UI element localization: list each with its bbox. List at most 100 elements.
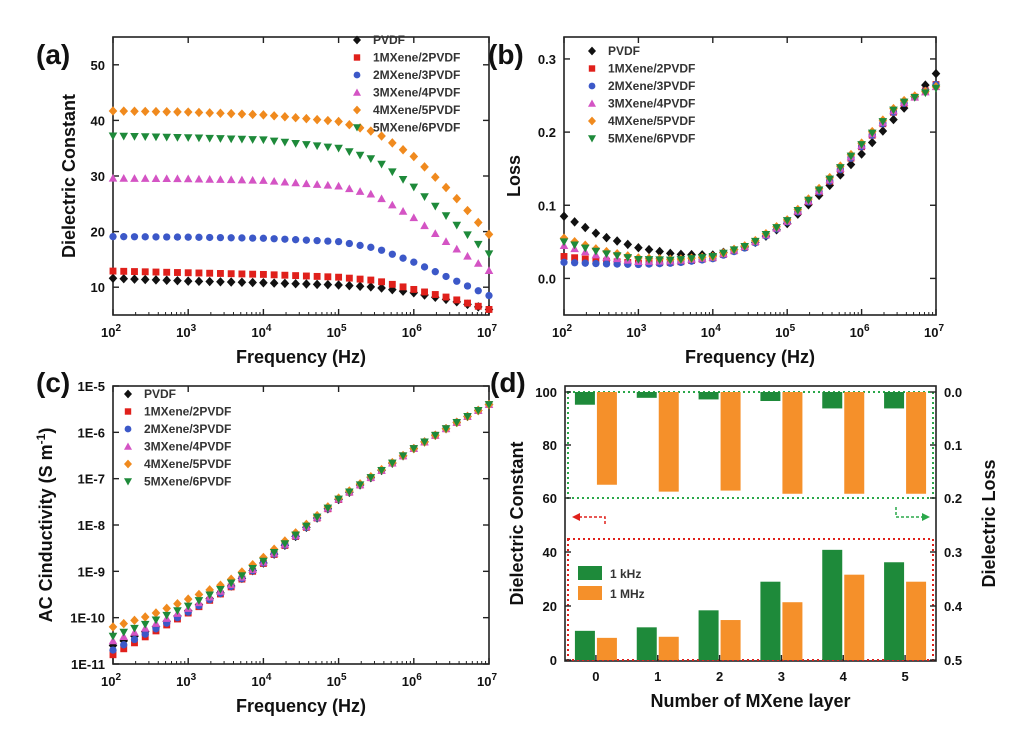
data-point bbox=[388, 284, 397, 295]
data-point bbox=[312, 513, 322, 522]
bar-constant-1khz bbox=[698, 610, 719, 660]
y-axis-label: Loss bbox=[504, 155, 524, 197]
data-point bbox=[334, 181, 343, 190]
data-point bbox=[130, 174, 139, 182]
x-tick-label: 1 bbox=[654, 669, 661, 684]
data-point bbox=[183, 134, 193, 142]
bar-loss-1mhz bbox=[906, 392, 927, 494]
legend-label: 2MXene/3PVDF bbox=[144, 422, 231, 436]
data-point bbox=[130, 624, 139, 633]
data-point bbox=[140, 274, 150, 285]
data-point bbox=[248, 175, 257, 184]
data-point bbox=[130, 615, 139, 626]
data-point bbox=[431, 268, 439, 276]
panel-label: (b) bbox=[488, 39, 524, 70]
data-point bbox=[388, 168, 397, 177]
legend-marker bbox=[353, 35, 361, 45]
data-point bbox=[323, 279, 333, 290]
data-point bbox=[194, 107, 204, 118]
data-point bbox=[334, 280, 343, 290]
y-tick-label-left: 60 bbox=[543, 491, 557, 506]
y-axis-label-right: Dielectric Loss bbox=[979, 459, 999, 587]
data-point bbox=[591, 247, 601, 256]
data-point bbox=[216, 175, 225, 183]
data-point bbox=[356, 241, 364, 250]
bar-loss-1mhz bbox=[720, 392, 741, 491]
data-point bbox=[581, 255, 589, 263]
data-point bbox=[141, 268, 149, 276]
data-point bbox=[430, 202, 440, 211]
data-point bbox=[377, 194, 386, 203]
x-tick-label: 105 bbox=[327, 323, 347, 340]
data-point bbox=[602, 260, 611, 268]
data-point bbox=[571, 254, 579, 262]
data-point bbox=[441, 425, 451, 433]
data-point bbox=[152, 233, 160, 241]
data-point bbox=[484, 401, 494, 409]
data-point bbox=[302, 522, 311, 531]
data-point bbox=[398, 452, 408, 461]
data-point bbox=[163, 233, 171, 241]
legend-marker bbox=[353, 54, 361, 61]
data-point bbox=[377, 246, 386, 254]
data-point bbox=[751, 237, 760, 246]
y-tick-label-left: 40 bbox=[543, 545, 557, 560]
legend-label: PVDF bbox=[373, 33, 405, 47]
bar-loss-1khz bbox=[698, 392, 719, 400]
data-point bbox=[152, 268, 160, 276]
data-point bbox=[291, 112, 300, 123]
data-point bbox=[173, 133, 182, 142]
data-point bbox=[302, 236, 311, 244]
data-point bbox=[323, 143, 333, 152]
y-tick-label: 10 bbox=[91, 280, 105, 295]
data-point bbox=[782, 217, 792, 225]
data-point bbox=[398, 207, 408, 215]
panel-label: (d) bbox=[490, 367, 526, 398]
x-tick-label: 107 bbox=[477, 323, 497, 340]
data-point bbox=[857, 149, 866, 159]
y-tick-label: 30 bbox=[91, 169, 105, 184]
legend-label: 5MXene/6PVDF bbox=[373, 121, 460, 135]
data-point bbox=[345, 239, 353, 248]
y-tick-label: 20 bbox=[91, 225, 105, 240]
data-point bbox=[740, 243, 749, 251]
data-point bbox=[173, 174, 182, 183]
data-point bbox=[388, 459, 397, 468]
arrow-head-icon bbox=[572, 513, 580, 521]
data-point bbox=[194, 134, 204, 143]
data-point bbox=[334, 495, 343, 504]
series-1mxene-2pvdf bbox=[109, 267, 493, 313]
data-point bbox=[291, 178, 300, 187]
data-point bbox=[366, 126, 376, 136]
y-tick-label: 1E-6 bbox=[78, 425, 105, 440]
data-point bbox=[377, 131, 386, 141]
legend-label: 4MXene/5PVDF bbox=[373, 103, 460, 117]
data-point bbox=[430, 172, 440, 182]
panel-b: 102 103 104 105 106 107 0.0 0.1 0.2 0.3 Frequency … bbox=[488, 36, 944, 367]
legend-label: PVDF bbox=[608, 44, 640, 58]
data-point bbox=[441, 237, 451, 245]
data-point bbox=[183, 174, 193, 183]
data-point bbox=[910, 93, 920, 102]
data-point bbox=[292, 272, 300, 280]
data-point bbox=[474, 302, 482, 310]
data-point bbox=[205, 134, 214, 143]
legend-label: 1MXene/2PVDF bbox=[373, 51, 460, 65]
data-point bbox=[665, 248, 675, 259]
data-point bbox=[570, 217, 579, 227]
data-point bbox=[109, 651, 117, 659]
bar-constant-1mhz bbox=[906, 581, 927, 660]
data-point bbox=[227, 270, 235, 278]
data-point bbox=[846, 152, 856, 161]
data-point bbox=[334, 237, 343, 246]
legend-label: 5MXene/6PVDF bbox=[144, 475, 231, 489]
x-axis-label: Frequency (Hz) bbox=[236, 696, 366, 716]
bar-constant-1khz bbox=[636, 627, 657, 660]
data-point bbox=[324, 273, 332, 281]
data-point bbox=[473, 259, 483, 267]
legend-label: 1MXene/2PVDF bbox=[144, 405, 231, 419]
data-point bbox=[237, 175, 247, 184]
data-point bbox=[162, 611, 172, 620]
data-point bbox=[378, 278, 386, 286]
legend-label: 3MXene/4PVDF bbox=[144, 440, 231, 454]
